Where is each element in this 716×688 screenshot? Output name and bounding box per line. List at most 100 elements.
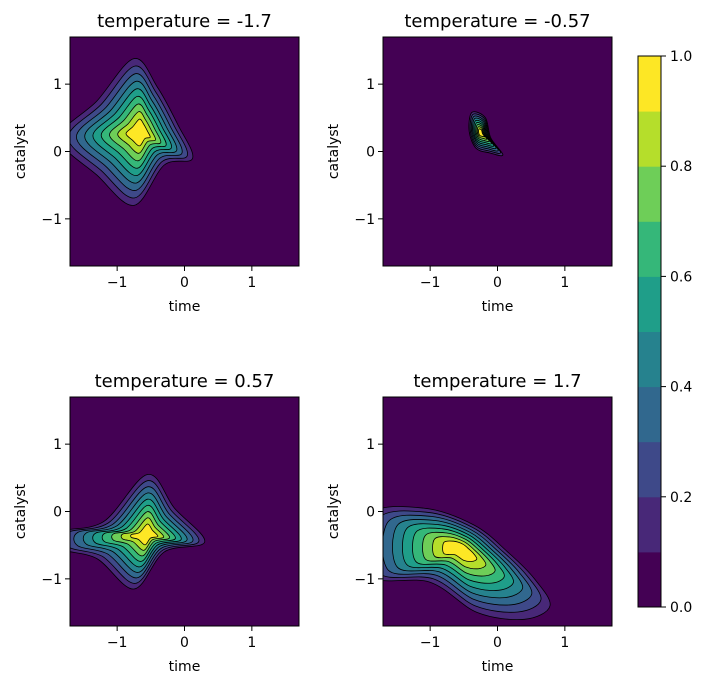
panel-3-y-tick-label: −1 bbox=[41, 572, 62, 588]
panel-2-x-tick-label: 1 bbox=[560, 275, 569, 291]
panel-2-x-label: time bbox=[482, 299, 514, 315]
panel-1-y-tick-label: 1 bbox=[53, 77, 62, 93]
colorbar-tick-label: 0.8 bbox=[670, 159, 692, 175]
panel-3-x-label: time bbox=[169, 659, 201, 675]
panel-2-contour-line-9 bbox=[478, 128, 486, 138]
colorbar-band-1 bbox=[638, 496, 661, 553]
panel-2-contour-line-6 bbox=[474, 121, 492, 145]
colorbar-band-4 bbox=[638, 331, 661, 388]
panel-2-contour-line-1 bbox=[468, 111, 504, 157]
colorbar-band-5 bbox=[638, 276, 661, 332]
panel-1-x-tick-label: −1 bbox=[107, 275, 128, 291]
colorbar-band-0 bbox=[638, 551, 661, 608]
panel-2-contours bbox=[468, 111, 504, 157]
panel-2-title: temperature = -0.57 bbox=[404, 11, 590, 32]
colorbar-band-3 bbox=[638, 386, 661, 443]
panel-1-y-tick-label: 0 bbox=[53, 145, 62, 161]
panel-4-contour-line-1 bbox=[383, 506, 551, 620]
panel-1-contour-line-7 bbox=[109, 103, 162, 162]
panel-2-y-tick-label: −1 bbox=[354, 212, 375, 228]
panel-2-y-tick-label: 0 bbox=[366, 145, 375, 161]
panel-1-contour-line-6 bbox=[100, 95, 167, 169]
panel-4-y-tick-label: −1 bbox=[354, 572, 375, 588]
panel-4-y-tick-label: 0 bbox=[366, 505, 375, 521]
panel-2-x-ticks: −1 0 1 bbox=[420, 266, 569, 291]
panel-3: temperature = 0.57 −1 0 1 −1 0 1 time cataly… bbox=[13, 371, 300, 675]
panel-4-contour-line-6 bbox=[412, 527, 505, 584]
colorbar: 0.0 0.2 0.4 0.6 0.8 1.0 bbox=[637, 49, 692, 616]
panel-2-y-ticks: −1 0 1 bbox=[354, 77, 383, 228]
panel-2-contour-line-8 bbox=[476, 126, 488, 140]
panel-1: temperature = -1.7 −1 0 1 −1 0 1 time cataly… bbox=[13, 11, 300, 315]
panel-4-x-ticks: −1 0 1 bbox=[420, 626, 569, 651]
panel-1-y-label: catalyst bbox=[13, 123, 29, 179]
panel-1-x-ticks: −1 0 1 bbox=[107, 266, 256, 291]
colorbar-tick-label: 0.4 bbox=[670, 380, 692, 396]
panel-3-y-tick-label: 0 bbox=[53, 505, 62, 521]
colorbar-frame bbox=[637, 55, 662, 608]
colorbar-tick-label: 0.0 bbox=[670, 600, 692, 616]
panel-2-x-tick-label: −1 bbox=[420, 275, 441, 291]
panel-1-contours bbox=[70, 58, 194, 206]
panel-1-x-tick-label: 1 bbox=[247, 275, 256, 291]
panel-4-title: temperature = 1.7 bbox=[413, 371, 581, 392]
panel-3-y-ticks: −1 0 1 bbox=[41, 437, 70, 588]
panel-3-contour-line-2 bbox=[70, 480, 200, 584]
panel-4-y-ticks: −1 0 1 bbox=[354, 437, 383, 588]
panel-3-contour-line-3 bbox=[73, 486, 194, 579]
colorbar-tick-label: 0.6 bbox=[670, 269, 692, 285]
panel-1-contour-line-8 bbox=[117, 111, 156, 154]
panel-3-title: temperature = 0.57 bbox=[95, 371, 275, 392]
panel-3-background bbox=[70, 397, 299, 626]
panel-4-contour-line-5 bbox=[402, 523, 514, 591]
panel-4-contour-line-8 bbox=[432, 536, 487, 570]
panel-2-contour-line-3 bbox=[470, 115, 499, 152]
panel-1-contour-line-5 bbox=[92, 88, 172, 177]
panel-4-x-tick-label: −1 bbox=[420, 635, 441, 651]
panel-3-contour-line-7 bbox=[111, 511, 170, 557]
panel-2-y-tick-label: 1 bbox=[366, 77, 375, 93]
panel-1-title: temperature = -1.7 bbox=[97, 11, 272, 32]
panel-1-contour-line-3 bbox=[75, 73, 183, 191]
panel-2-contour-line-5 bbox=[473, 119, 495, 147]
panel-3-contour-line-6 bbox=[101, 504, 176, 562]
panel-4-x-tick-label: 0 bbox=[493, 635, 502, 651]
panel-3-contour-fill-9 bbox=[130, 523, 158, 545]
panel-3-contour-line-1 bbox=[70, 474, 206, 590]
panel-1-contour-line-9 bbox=[125, 118, 151, 147]
panel-1-x-label: time bbox=[169, 299, 201, 315]
panel-4-contour-fill-9 bbox=[442, 540, 477, 562]
panel-4-y-tick-label: 1 bbox=[366, 437, 375, 453]
panel-4-contour-line-9 bbox=[442, 540, 478, 562]
panel-4-x-label: time bbox=[482, 659, 514, 675]
panel-4: temperature = 1.7 −1 0 1 −1 0 1 time catalys… bbox=[326, 371, 613, 675]
panel-2-x-tick-label: 0 bbox=[493, 275, 502, 291]
panel-3-contours bbox=[70, 474, 206, 590]
panel-2-contour-line-4 bbox=[472, 117, 497, 150]
panel-3-y-label: catalyst bbox=[13, 483, 29, 539]
colorbar-band-7 bbox=[638, 166, 661, 222]
panel-1-y-tick-label: −1 bbox=[41, 212, 62, 228]
panel-1-contour-line-1 bbox=[70, 58, 194, 206]
panel-2: temperature = -0.57 −1 0 1 −1 0 1 time catal… bbox=[326, 11, 613, 315]
colorbar-band-8 bbox=[638, 111, 661, 167]
panel-1-y-ticks: −1 0 1 bbox=[41, 77, 70, 228]
panel-3-contour-line-9 bbox=[130, 523, 159, 546]
colorbar-band-6 bbox=[638, 221, 661, 277]
panel-2-contour-line-2 bbox=[469, 113, 502, 154]
panel-4-contour-line-3 bbox=[383, 514, 533, 606]
colorbar-band-2 bbox=[638, 441, 661, 498]
panel-4-contours bbox=[383, 506, 551, 620]
colorbar-bands bbox=[638, 56, 661, 608]
panel-4-contour-line-7 bbox=[422, 531, 496, 577]
colorbar-tick-label: 0.2 bbox=[670, 490, 692, 506]
panel-1-contour-line-4 bbox=[84, 80, 178, 184]
panel-2-y-label: catalyst bbox=[326, 123, 342, 179]
panel-3-contour-line-8 bbox=[120, 517, 165, 551]
panel-3-contour-line-5 bbox=[92, 498, 182, 568]
panel-2-contour-line-7 bbox=[475, 124, 490, 143]
panel-3-x-tick-label: −1 bbox=[107, 635, 128, 651]
colorbar-tick-label: 1.0 bbox=[670, 49, 692, 65]
panel-3-x-tick-label: 0 bbox=[180, 635, 189, 651]
panel-1-x-tick-label: 0 bbox=[180, 275, 189, 291]
